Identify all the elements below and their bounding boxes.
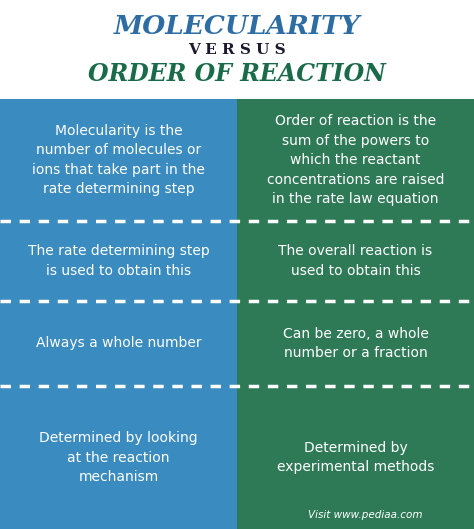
Text: Order of reaction is the
sum of the powers to
which the reactant
concentrations : Order of reaction is the sum of the powe… — [267, 114, 444, 206]
Bar — [0, 99, 237, 221]
Bar — [0, 386, 237, 529]
Text: The overall reaction is
used to obtain this: The overall reaction is used to obtain t… — [278, 244, 433, 278]
Text: Determined by looking
at the reaction
mechanism: Determined by looking at the reaction me… — [39, 431, 198, 484]
Text: Always a whole number: Always a whole number — [36, 336, 201, 351]
Bar — [237, 99, 474, 221]
Bar — [237, 301, 474, 386]
Text: MOLECULARITY: MOLECULARITY — [114, 14, 360, 40]
Text: Determined by
experimental methods: Determined by experimental methods — [277, 441, 434, 475]
Bar — [0, 221, 237, 301]
Text: Can be zero, a whole
number or a fraction: Can be zero, a whole number or a fractio… — [283, 327, 428, 360]
Bar — [0, 301, 237, 386]
Text: V E R S U S: V E R S U S — [188, 43, 286, 57]
Text: ORDER OF REACTION: ORDER OF REACTION — [88, 62, 386, 86]
Bar — [237, 221, 474, 301]
Text: Molecularity is the
number of molecules or
ions that take part in the
rate deter: Molecularity is the number of molecules … — [32, 124, 205, 196]
Text: Visit www.pediaa.com: Visit www.pediaa.com — [308, 510, 423, 520]
Text: The rate determining step
is used to obtain this: The rate determining step is used to obt… — [27, 244, 210, 278]
Bar — [237, 386, 474, 529]
